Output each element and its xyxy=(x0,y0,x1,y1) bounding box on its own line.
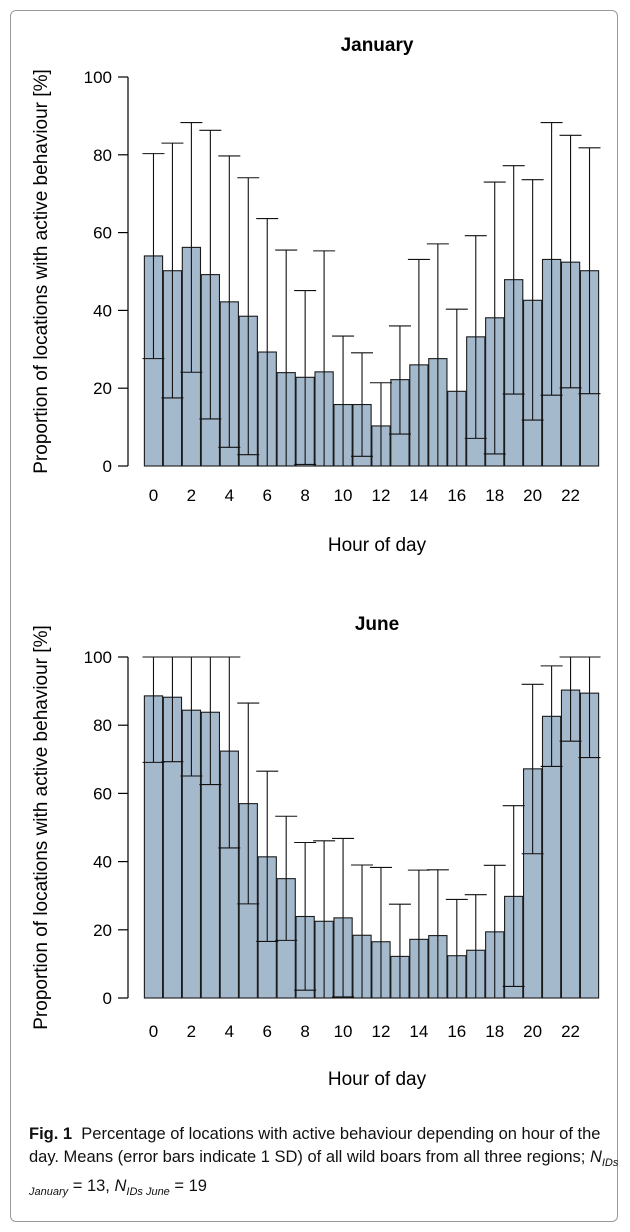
y-tick-label: 80 xyxy=(93,716,112,735)
x-tick-label: 6 xyxy=(262,486,271,505)
chart-title: June xyxy=(355,614,399,635)
y-axis-label: Proportion of locations with active beha… xyxy=(31,69,52,474)
x-tick-label: 22 xyxy=(561,486,580,505)
y-tick-label: 100 xyxy=(84,68,112,87)
x-tick-label: 10 xyxy=(334,486,353,505)
x-tick-label: 20 xyxy=(523,486,542,505)
x-tick-label: 12 xyxy=(372,1022,391,1041)
y-tick-label: 20 xyxy=(93,921,112,940)
x-tick-label: 22 xyxy=(561,1022,580,1041)
x-tick-label: 8 xyxy=(300,1022,309,1041)
x-tick-label: 0 xyxy=(149,486,158,505)
x-tick-label: 12 xyxy=(372,486,391,505)
x-axis-label: Hour of day xyxy=(328,1069,427,1090)
y-tick-label: 100 xyxy=(84,648,112,667)
figure-frame: January 0 20 40 60 80 100 Proportion of locatio… xyxy=(10,10,618,1222)
y-tick-label: 60 xyxy=(93,224,112,243)
caption-n1-value: = 13, xyxy=(68,1177,115,1195)
caption-n1-symbol: N xyxy=(589,1148,602,1166)
x-tick-label: 2 xyxy=(187,486,196,505)
y-tick-label: 60 xyxy=(93,784,112,803)
x-tick-label: 14 xyxy=(409,1022,428,1041)
caption-text: Percentage of locations with active beha… xyxy=(29,1125,601,1166)
x-tick-label: 20 xyxy=(523,1022,542,1041)
x-tick-label: 6 xyxy=(262,1022,271,1041)
x-tick-label: 16 xyxy=(447,486,466,505)
x-tick-label: 18 xyxy=(485,486,504,505)
x-axis-label: Hour of day xyxy=(328,535,427,556)
caption-label: Fig. 1 xyxy=(29,1125,73,1143)
y-tick-label: 80 xyxy=(93,146,112,165)
x-tick-label: 0 xyxy=(149,1022,158,1041)
x-tick-label: 8 xyxy=(300,486,309,505)
y-tick-label: 0 xyxy=(103,989,112,1008)
caption-n2-sub: IDs June xyxy=(126,1186,170,1198)
y-tick-label: 40 xyxy=(93,853,112,872)
caption-n1-sub: IDs January xyxy=(29,1157,619,1198)
x-tick-label: 2 xyxy=(187,1022,196,1041)
x-tick-label: 16 xyxy=(447,1022,466,1041)
chart-title: January xyxy=(341,35,414,56)
y-tick-label: 0 xyxy=(103,457,112,476)
x-tick-label: 14 xyxy=(409,486,428,505)
y-axis-label: Proportion of locations with active beha… xyxy=(31,625,52,1030)
x-tick-label: 4 xyxy=(225,1022,234,1041)
x-tick-label: 4 xyxy=(225,486,234,505)
y-tick-label: 40 xyxy=(93,301,112,320)
figure-caption: Fig. 1 Percentage of locations with acti… xyxy=(29,1123,619,1204)
caption-n2-value: = 19 xyxy=(169,1177,207,1195)
y-tick-label: 20 xyxy=(93,379,112,398)
caption-n2-symbol: N xyxy=(114,1177,127,1195)
x-tick-label: 18 xyxy=(485,1022,504,1041)
x-tick-label: 10 xyxy=(334,1022,353,1041)
